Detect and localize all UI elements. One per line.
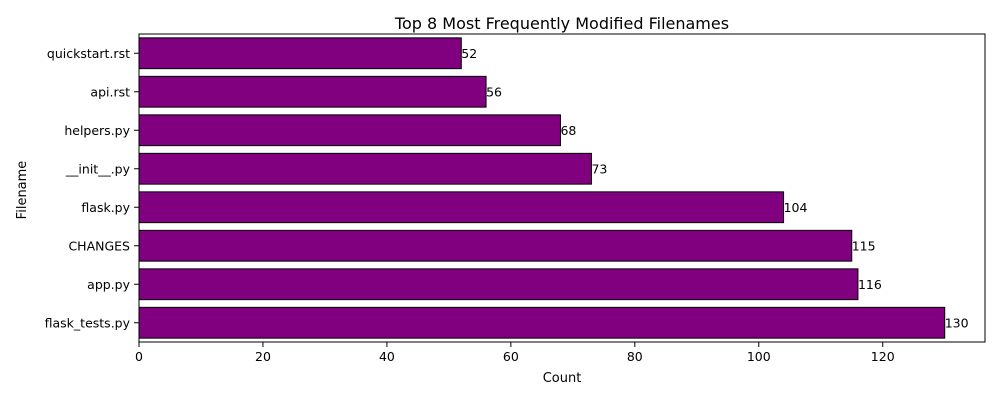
bar-value-label: 52 (461, 46, 477, 61)
y-axis-label: Filename (15, 161, 30, 220)
bar-value-label: 56 (486, 84, 502, 99)
y-tick-label: __init__.py (65, 161, 131, 176)
x-tick-label: 40 (379, 349, 395, 364)
bar (138, 268, 859, 301)
y-tick-label: quickstart.rst (47, 46, 130, 61)
x-tick-label: 20 (255, 349, 271, 364)
bar (138, 152, 592, 185)
bar-value-label: 73 (591, 161, 607, 176)
x-tick-label: 120 (871, 349, 895, 364)
x-tick-label: 100 (747, 349, 771, 364)
y-tick-label: flask.py (81, 200, 130, 215)
x-tick-label: 0 (135, 349, 143, 364)
bar (138, 306, 946, 339)
bar (138, 37, 462, 70)
bar (138, 229, 853, 262)
plot-area-frame (138, 33, 986, 343)
chart-title: Top 8 Most Frequently Modified Filenames (394, 14, 729, 33)
y-tick-label: CHANGES (68, 238, 130, 253)
y-tick-label: helpers.py (64, 123, 130, 138)
bar-value-label: 116 (858, 277, 882, 292)
x-axis-label: Count (543, 371, 582, 386)
bar-value-label: 104 (784, 200, 808, 215)
y-tick-label: api.rst (90, 84, 130, 99)
y-tick-label: flask_tests.py (45, 315, 131, 330)
x-tick-label: 80 (627, 349, 643, 364)
bar-value-label: 68 (560, 123, 576, 138)
y-tick-label: app.py (87, 277, 130, 292)
bar (138, 75, 487, 108)
bar-value-label: 130 (945, 315, 969, 330)
bar-value-label: 115 (852, 238, 876, 253)
bar (138, 191, 785, 224)
x-tick-label: 60 (503, 349, 519, 364)
bar (138, 114, 561, 147)
